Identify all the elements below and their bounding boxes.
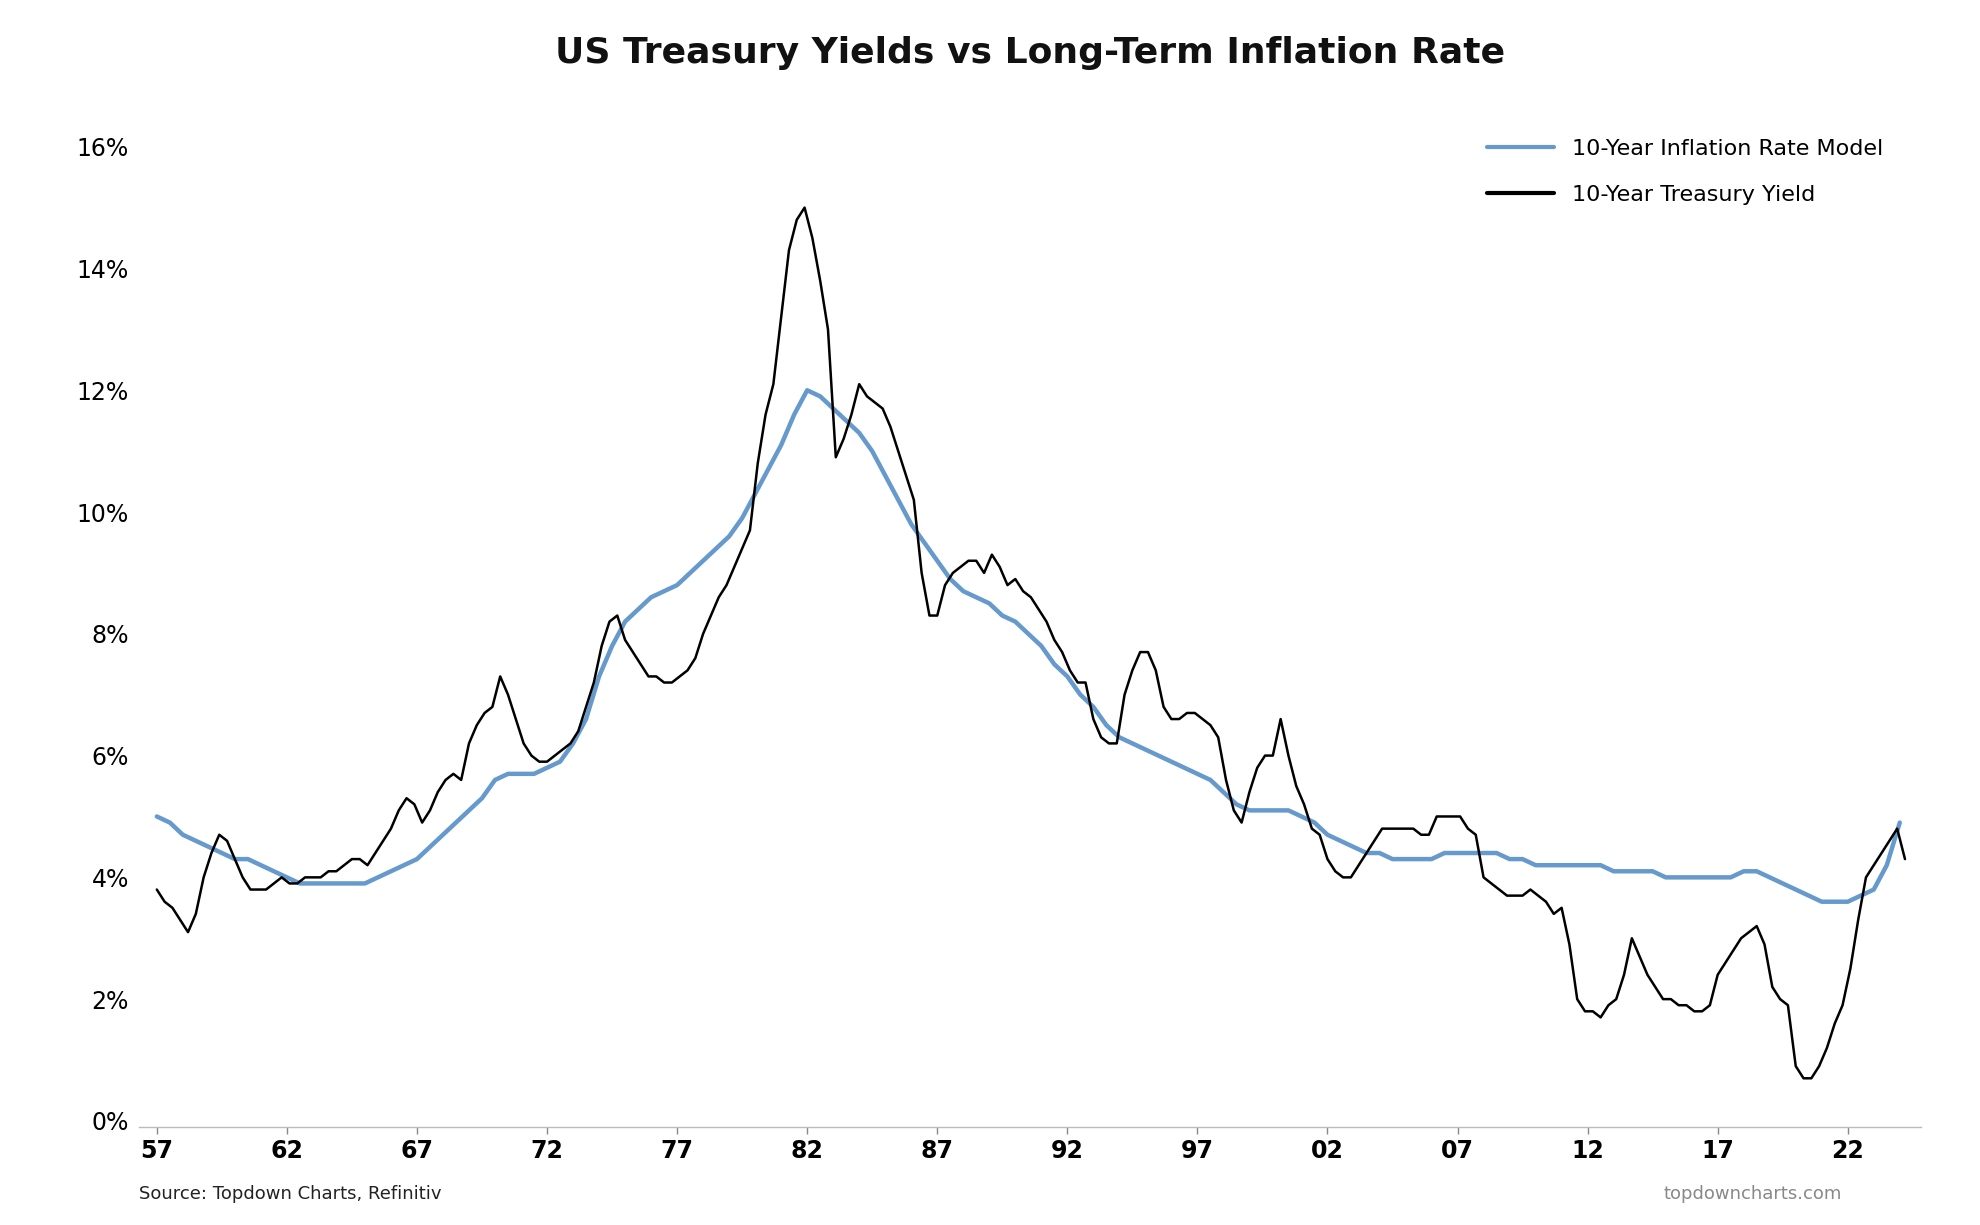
Text: Source: Topdown Charts, Refinitiv: Source: Topdown Charts, Refinitiv [139, 1185, 442, 1203]
10-Year Inflation Rate Model [1146, 748, 1170, 763]
10-Year Treasury Yield [792, 200, 816, 214]
10-Year Inflation Rate Model [1081, 699, 1105, 714]
10-Year Treasury Yield [1893, 851, 1917, 866]
10-Year Inflation Rate Model [1810, 894, 1833, 909]
Title: US Treasury Yields vs Long-Term Inflation Rate: US Treasury Yields vs Long-Term Inflatio… [554, 37, 1505, 70]
10-Year Treasury Yield [1558, 937, 1582, 952]
10-Year Treasury Yield [505, 712, 529, 726]
10-Year Treasury Yield [145, 882, 168, 897]
10-Year Treasury Yield [1612, 968, 1635, 982]
Line: 10-Year Treasury Yield: 10-Year Treasury Yield [156, 207, 1905, 1078]
Legend: 10-Year Inflation Rate Model, 10-Year Treasury Yield: 10-Year Inflation Rate Model, 10-Year Tr… [1479, 130, 1891, 214]
10-Year Treasury Yield [630, 657, 653, 671]
10-Year Inflation Rate Model [1667, 870, 1691, 884]
10-Year Inflation Rate Model [145, 810, 168, 824]
10-Year Treasury Yield [1792, 1071, 1816, 1085]
10-Year Inflation Rate Model [1406, 851, 1430, 866]
10-Year Inflation Rate Model [1887, 815, 1911, 829]
Text: topdowncharts.com: topdowncharts.com [1663, 1185, 1841, 1203]
10-Year Treasury Yield [1542, 906, 1566, 921]
Line: 10-Year Inflation Rate Model: 10-Year Inflation Rate Model [156, 391, 1899, 902]
10-Year Treasury Yield [1370, 821, 1394, 835]
10-Year Inflation Rate Model [1784, 882, 1808, 897]
10-Year Inflation Rate Model [796, 383, 820, 398]
10-Year Inflation Rate Model [548, 755, 572, 769]
